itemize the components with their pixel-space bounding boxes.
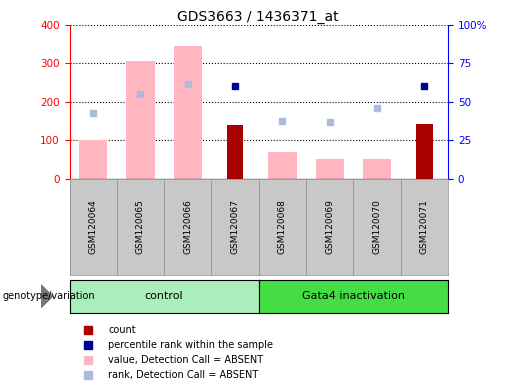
Bar	[363, 159, 391, 179]
Text: control: control	[145, 291, 183, 301]
Text: GSM120064: GSM120064	[89, 199, 98, 254]
Bar	[416, 124, 433, 179]
Text: percentile rank within the sample: percentile rank within the sample	[108, 340, 273, 350]
Text: count: count	[108, 325, 136, 335]
Text: GSM120066: GSM120066	[183, 199, 192, 254]
Bar	[126, 61, 154, 179]
Text: GSM120065: GSM120065	[136, 199, 145, 254]
Text: Gata4 inactivation: Gata4 inactivation	[302, 291, 405, 301]
Bar	[79, 140, 108, 179]
Text: genotype/variation: genotype/variation	[3, 291, 95, 301]
Bar	[268, 152, 297, 179]
Text: GSM120069: GSM120069	[325, 199, 334, 254]
Bar	[227, 125, 244, 179]
Text: GSM120071: GSM120071	[420, 199, 429, 254]
Text: GSM120067: GSM120067	[231, 199, 239, 254]
Text: value, Detection Call = ABSENT: value, Detection Call = ABSENT	[108, 355, 263, 365]
Text: GDS3663 / 1436371_at: GDS3663 / 1436371_at	[177, 10, 338, 23]
Text: GSM120070: GSM120070	[372, 199, 382, 254]
Bar	[174, 46, 202, 179]
Polygon shape	[41, 285, 53, 308]
Text: rank, Detection Call = ABSENT: rank, Detection Call = ABSENT	[108, 369, 259, 380]
Bar	[316, 159, 344, 179]
Text: GSM120068: GSM120068	[278, 199, 287, 254]
